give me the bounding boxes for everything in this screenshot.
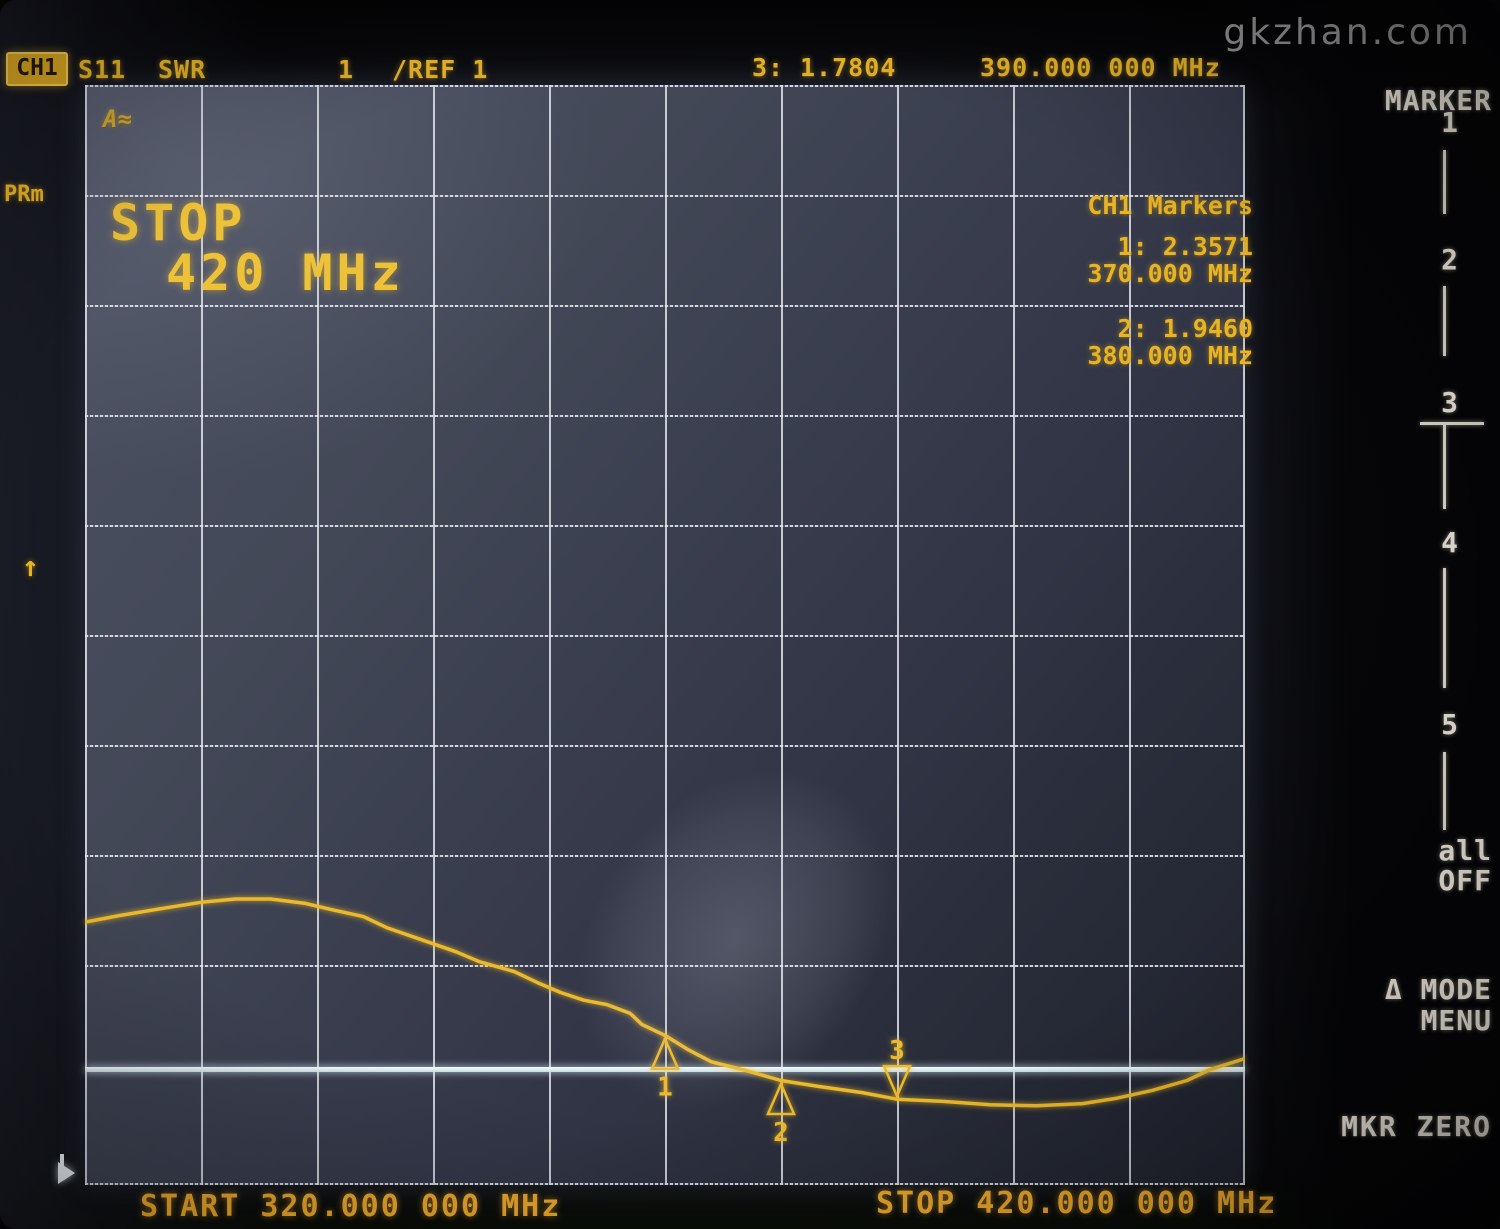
trace-marker-1	[650, 1035, 680, 1070]
sweep-arrow-icon: ↑	[22, 550, 39, 583]
ref-position-marker	[58, 1162, 75, 1184]
trace-marker-label-1: 1	[657, 1073, 673, 1103]
marker1-value: 2.3571	[1162, 232, 1253, 261]
marker2-id: 2:	[1117, 314, 1148, 343]
graticule: 1 2 3 A≈ STOP 420 MHz CH1 Markers 1: 2.357…	[85, 85, 1253, 1229]
softkey-separator	[1443, 286, 1446, 356]
trace-marker-3	[882, 1064, 912, 1100]
softkey-separator	[1443, 568, 1446, 688]
s-parameter-label: S11	[78, 55, 127, 84]
delta-mode-line2: MENU	[1420, 1004, 1492, 1037]
ref-label: /REF 1	[392, 55, 489, 84]
marker-list: CH1 Markers 1: 2.3571 370.000 MHz 2: 1.9…	[1087, 192, 1253, 369]
marker-list-title: CH1 Markers	[1087, 191, 1253, 220]
trace-marker-label-2: 2	[773, 1118, 789, 1148]
entry-line2: 420 MHz	[166, 244, 405, 302]
trace-marker-label-3: 3	[889, 1036, 905, 1066]
all-off-line2: OFF	[1438, 864, 1492, 897]
active-marker-value: 1.7804	[800, 53, 897, 82]
marker1-frequency: 370.000 MHz	[1087, 259, 1253, 288]
stop-frequency-label: STOP 420.000 000 MHz	[876, 1186, 1278, 1221]
entry-display: STOP 420 MHz	[110, 198, 405, 298]
softkey-marker-1[interactable]: 1	[1441, 106, 1459, 139]
delta-mode-line1: Δ MODE	[1384, 973, 1492, 1006]
active-marker-frequency: 390.000 000 MHz	[980, 53, 1221, 82]
marker2-readout: 2: 1.9460	[1087, 315, 1253, 342]
marker2-value: 1.9460	[1162, 314, 1253, 343]
softkey-separator	[1443, 150, 1446, 214]
softkey-marker-2[interactable]: 2	[1441, 243, 1459, 276]
softkey-all-off[interactable]: all OFF	[1400, 836, 1492, 896]
format-label: SWR	[158, 55, 207, 84]
channel-badge: CH1	[6, 52, 68, 86]
softkey-separator	[1443, 752, 1446, 830]
all-off-line1: all	[1438, 834, 1492, 867]
softkey-marker-5[interactable]: 5	[1441, 708, 1459, 741]
softkey-mkr-zero[interactable]: MKR ZERO	[1341, 1110, 1492, 1143]
marker1-readout: 1: 2.3571	[1087, 233, 1253, 260]
softkey-marker-4[interactable]: 4	[1441, 526, 1459, 559]
marker1-id: 1:	[1117, 232, 1148, 261]
selected-key-underline	[1420, 422, 1484, 425]
marker2-frequency: 380.000 MHz	[1087, 341, 1253, 370]
watermark: gkzhan.com	[1223, 12, 1472, 53]
power-range-indicator: PRm	[4, 182, 44, 207]
entry-line1: STOP	[110, 194, 247, 252]
softkey-marker-3[interactable]: 3	[1441, 386, 1459, 419]
scale-label: 1	[338, 55, 355, 84]
selected-key-stem	[1443, 425, 1446, 509]
start-frequency-label: START 320.000 000 MHz	[140, 1189, 562, 1224]
active-marker-id: 3:	[752, 53, 785, 82]
softkey-delta-mode-menu[interactable]: Δ MODE MENU	[1360, 974, 1492, 1036]
trace-marker-2	[766, 1080, 796, 1116]
annotation-glyph: A≈	[103, 105, 132, 133]
